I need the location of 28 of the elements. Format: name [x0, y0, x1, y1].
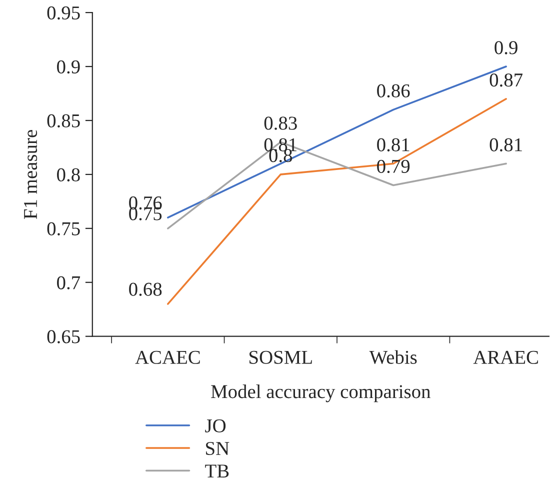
y-tick-label: 0.75: [47, 222, 80, 236]
y-tick-label: 0.9: [57, 60, 80, 74]
data-label: 0.81: [377, 138, 410, 152]
x-tick-label: ARAEC: [473, 350, 538, 364]
legend-label: SN: [206, 442, 230, 456]
x-tick-label: Webis: [369, 350, 417, 364]
x-axis-title: Model accuracy comparison: [211, 384, 430, 402]
data-label: 0.79: [377, 160, 410, 174]
y-tick-label: 0.65: [47, 330, 80, 344]
data-label: 0.76: [129, 196, 162, 210]
y-axis-title: F1 measure: [24, 130, 38, 219]
data-label: 0.81: [490, 138, 522, 152]
x-tick-label: ACAEC: [135, 350, 200, 364]
data-label: 0.8: [269, 149, 292, 162]
y-tick-label: 0.8: [57, 168, 80, 182]
data-label: 0.75: [129, 207, 162, 220]
data-label: 0.81: [264, 138, 296, 152]
y-tick-label: 0.95: [47, 6, 80, 20]
legend-label: TB: [205, 464, 229, 478]
data-label: 0.9: [494, 41, 518, 54]
y-tick-label: 0.7: [57, 276, 80, 290]
legend-label: JO: [205, 419, 226, 432]
data-label: 0.86: [377, 84, 410, 98]
y-tick-label: 0.85: [47, 114, 80, 128]
data-label: 0.87: [490, 73, 523, 87]
data-label: 0.83: [264, 116, 297, 130]
data-label: 0.68: [129, 282, 162, 296]
x-tick-label: SOSML: [250, 350, 312, 364]
